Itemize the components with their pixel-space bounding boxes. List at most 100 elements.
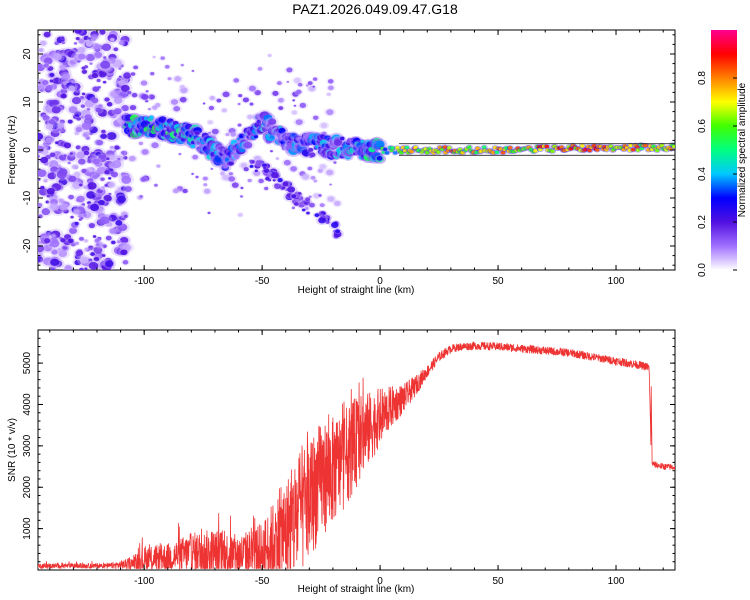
y-tick-label: 10: [22, 96, 33, 108]
spectral-blob: [106, 157, 110, 160]
spectral-blob: [443, 150, 448, 155]
spectral-blob: [38, 240, 43, 245]
spectral-blob: [203, 183, 208, 187]
spectral-blob: [602, 145, 607, 149]
spectral-blob: [40, 79, 44, 82]
spectral-blob: [257, 67, 263, 71]
spectral-blob: [204, 188, 211, 194]
spectral-blob: [113, 97, 123, 104]
spectral-blob: [95, 151, 102, 157]
spectral-blob: [628, 143, 633, 148]
spectral-blob: [111, 240, 116, 245]
spectral-blob: [38, 63, 45, 72]
spectral-blob: [115, 220, 123, 226]
spectral-blob: [460, 150, 465, 155]
spectral-blob: [133, 65, 139, 70]
spectral-blob: [228, 128, 236, 134]
spectral-blob: [116, 240, 121, 244]
spectral-blob: [409, 149, 414, 154]
top-x-ticks: -100 -50 0 50 100: [49, 30, 664, 287]
spectral-blob: [98, 154, 108, 163]
spectral-blob: [249, 102, 254, 106]
spectral-blob: [75, 36, 80, 41]
spectral-blob: [101, 186, 105, 189]
y-tick-label: 4000: [22, 393, 33, 416]
spectral-blob: [228, 176, 236, 182]
spectral-blob: [58, 250, 68, 258]
spectral-blob: [105, 235, 112, 241]
spectral-blob: [147, 107, 151, 111]
spectral-blob: [106, 102, 113, 107]
spectral-blob: [108, 214, 117, 222]
spectral-blob: [291, 206, 295, 210]
spectral-blob: [230, 139, 238, 146]
spectral-blob: [326, 109, 334, 116]
spectral-blob: [45, 137, 52, 143]
spectral-blob: [491, 150, 496, 155]
spectral-blob: [64, 264, 72, 270]
spectral-blob: [210, 167, 214, 170]
spectral-blob: [155, 103, 161, 108]
spectral-blob: [240, 186, 244, 190]
spectral-blob: [84, 114, 92, 121]
spectral-blob: [61, 41, 66, 45]
spectral-blob: [274, 183, 279, 187]
spectral-blob: [253, 170, 261, 176]
spectral-blob: [51, 106, 61, 114]
spectral-blob: [145, 90, 149, 93]
spectral-blob: [44, 238, 51, 244]
spectral-blob: [68, 194, 74, 200]
spectral-blob: [180, 85, 185, 89]
colorbar-label: Normalized spectral amplitude: [737, 82, 748, 217]
spectral-blob: [110, 145, 114, 150]
spectral-blob: [95, 107, 102, 113]
spectral-blob: [103, 56, 107, 59]
spectral-blob: [75, 250, 84, 257]
spectral-blob: [85, 40, 94, 47]
spectral-blob: [56, 170, 67, 179]
spectral-blob: [117, 195, 126, 203]
spectral-blob: [664, 148, 669, 152]
spectral-blob: [117, 157, 121, 161]
spectral-blob: [75, 145, 81, 150]
spectral-blob: [305, 197, 311, 202]
colorbar-gradient: [711, 30, 737, 270]
spectral-blob: [243, 141, 253, 149]
spectral-blob: [393, 151, 398, 155]
spectral-blob: [74, 221, 79, 226]
spectral-blob: [141, 149, 149, 155]
spectral-blob: [117, 79, 126, 86]
spectral-blob: [302, 174, 310, 180]
spectral-blob: [158, 116, 167, 123]
x-tick-label: 50: [492, 276, 504, 287]
spectral-blob: [318, 146, 323, 151]
spectral-blob: [74, 111, 82, 117]
spectral-blob: [107, 76, 112, 80]
spectral-blob: [89, 62, 93, 65]
spectral-blob: [333, 161, 337, 164]
spectral-blob: [595, 148, 600, 152]
spectral-blob: [334, 200, 341, 206]
spectral-blob: [74, 131, 79, 135]
spectral-blob: [180, 137, 187, 142]
spectral-blob: [92, 43, 100, 50]
spectral-blob: [275, 157, 279, 160]
spectral-blob: [100, 60, 111, 69]
spectral-blob: [149, 115, 154, 120]
spectral-blob: [140, 80, 148, 86]
spectral-blob: [121, 175, 132, 184]
spectral-blob: [296, 136, 301, 141]
spectral-blob: [587, 148, 592, 153]
spectral-blob: [148, 94, 155, 100]
spectral-blob: [118, 40, 124, 45]
spectral-blob: [249, 164, 254, 168]
spectral-blob: [591, 144, 597, 148]
spectral-blob: [550, 149, 555, 153]
spectral-blob: [247, 178, 252, 183]
spectral-blob: [83, 35, 90, 41]
spectral-blob: [114, 145, 120, 150]
spectral-blob: [238, 213, 243, 217]
spectral-blob: [202, 176, 208, 181]
spectral-blob: [49, 73, 55, 77]
